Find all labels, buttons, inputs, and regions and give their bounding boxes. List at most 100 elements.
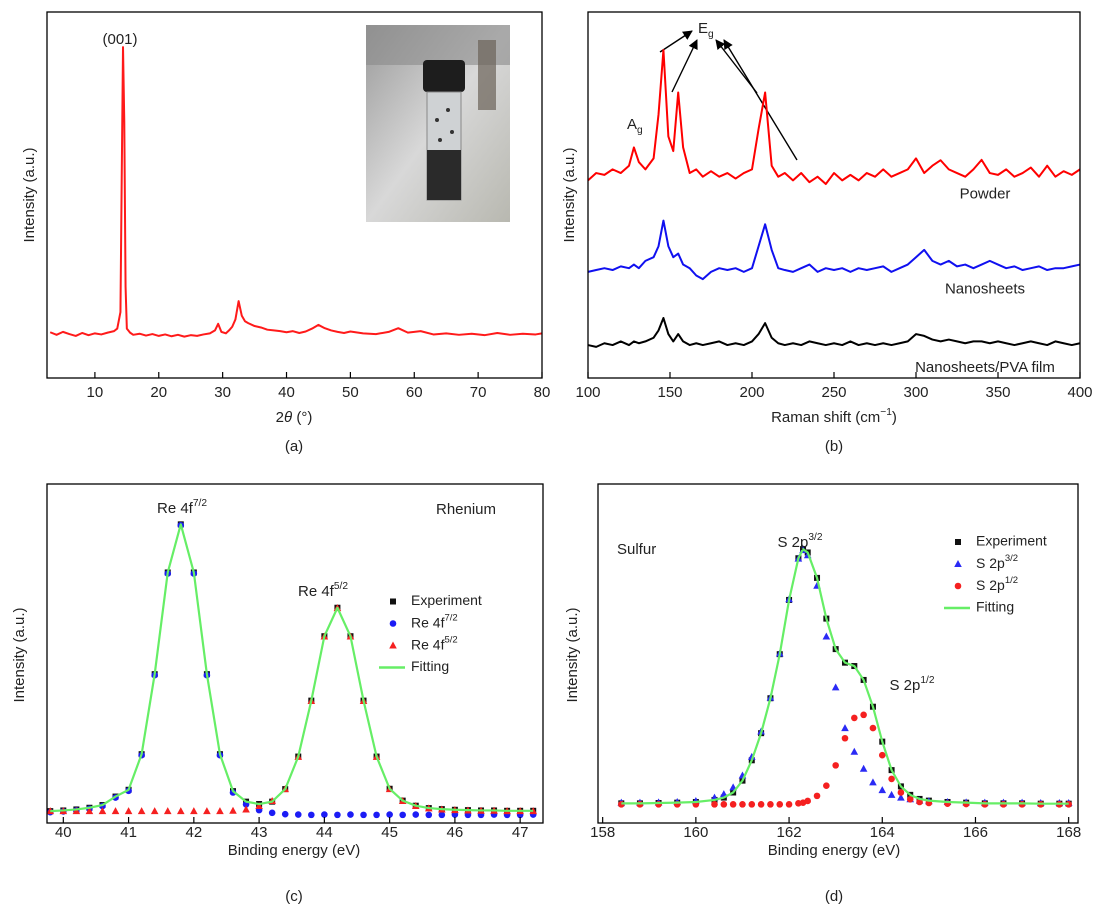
x-tick-label: 30 bbox=[214, 384, 231, 401]
marker-triangle bbox=[841, 724, 849, 732]
marker-circle bbox=[294, 811, 302, 818]
marker-circle bbox=[878, 751, 886, 759]
marker-triangle bbox=[111, 807, 120, 815]
marker-circle bbox=[767, 801, 774, 808]
marker-circle bbox=[729, 801, 737, 808]
marker-triangle bbox=[203, 807, 211, 815]
x-tick-label: 42 bbox=[185, 824, 202, 841]
marker-triangle bbox=[242, 805, 250, 813]
marker-triangle bbox=[887, 790, 896, 798]
annotation: S 2p1/2 bbox=[889, 675, 934, 694]
legend-label: S 2p3/2 bbox=[976, 553, 1018, 571]
series-line bbox=[587, 49, 1081, 186]
marker-circle bbox=[851, 714, 858, 722]
marker-circle bbox=[373, 811, 380, 819]
marker-circle bbox=[334, 811, 341, 819]
marker-circle bbox=[860, 711, 867, 719]
x-tick-label: 160 bbox=[683, 824, 708, 841]
y-axis-label: Intensity (a.u.) bbox=[11, 607, 28, 702]
text-part: Re 4f bbox=[157, 500, 194, 517]
marker-triangle bbox=[389, 641, 397, 649]
supscript: 5/2 bbox=[444, 635, 457, 646]
marker-circle bbox=[906, 795, 914, 803]
marker-circle bbox=[360, 811, 367, 819]
supscript: 3/2 bbox=[1005, 553, 1018, 564]
marker-square bbox=[955, 539, 961, 545]
marker-circle bbox=[720, 801, 728, 808]
marker-circle bbox=[347, 811, 354, 818]
annotation: Re 4f7/2 bbox=[157, 498, 207, 517]
x-tick-label: 40 bbox=[55, 824, 72, 841]
text-part: ) bbox=[892, 409, 897, 426]
annotation: Eg bbox=[698, 20, 714, 40]
marker-triangle bbox=[869, 778, 877, 786]
marker-circle bbox=[386, 811, 393, 818]
x-tick-label: 100 bbox=[575, 384, 600, 401]
x-axis-label: 2θ (°) bbox=[276, 409, 313, 426]
marker-triangle bbox=[150, 807, 159, 815]
marker-circle bbox=[832, 762, 839, 769]
series-label: Nanosheets/PVA film bbox=[915, 359, 1055, 376]
series-line bbox=[621, 547, 1069, 805]
supscript: 3/2 bbox=[808, 532, 822, 543]
legend-label: Fitting bbox=[976, 599, 1014, 615]
marker-triangle bbox=[216, 807, 224, 815]
x-axis-label: Binding energy (eV) bbox=[768, 842, 901, 859]
x-tick-label: 150 bbox=[657, 384, 682, 401]
marker-triangle bbox=[831, 683, 840, 691]
x-tick-label: 40 bbox=[278, 384, 295, 401]
marker-triangle bbox=[255, 802, 263, 810]
x-tick-label: 250 bbox=[821, 384, 846, 401]
panel-caption: (b) bbox=[825, 438, 843, 455]
marker-triangle bbox=[137, 807, 146, 815]
marker-circle bbox=[888, 775, 895, 783]
marker-triangle bbox=[897, 793, 905, 801]
marker-triangle bbox=[229, 806, 237, 814]
legend-label: Experiment bbox=[411, 592, 482, 608]
annotation: (001) bbox=[102, 31, 137, 48]
x-tick-label: 43 bbox=[251, 824, 268, 841]
marker-triangle bbox=[176, 807, 185, 815]
marker-circle bbox=[268, 809, 276, 817]
marker-circle bbox=[869, 724, 877, 732]
marker-circle bbox=[399, 811, 406, 819]
annotation: Sulfur bbox=[617, 541, 656, 558]
plot-frame bbox=[46, 11, 543, 379]
x-axis-label: Raman shift (cm−1) bbox=[771, 407, 897, 426]
x-tick-label: 41 bbox=[120, 824, 137, 841]
marker-circle bbox=[281, 810, 289, 818]
annotation: S 2p3/2 bbox=[777, 532, 822, 551]
y-axis-label: Intensity (a.u.) bbox=[561, 147, 578, 242]
marker-circle bbox=[739, 801, 746, 808]
arrows bbox=[659, 30, 798, 161]
marker-circle bbox=[776, 801, 784, 808]
series-label: Nanosheets bbox=[945, 281, 1025, 298]
supscript: 7/2 bbox=[193, 498, 207, 509]
annotation: Ag bbox=[627, 116, 643, 136]
marker-triangle bbox=[822, 632, 831, 640]
text-part: E bbox=[698, 20, 708, 37]
legend-label: S 2p1/2 bbox=[976, 575, 1018, 593]
x-tick-label: 158 bbox=[590, 824, 615, 841]
marker-circle bbox=[897, 789, 905, 796]
marker-square bbox=[390, 598, 396, 605]
marker-circle bbox=[308, 811, 315, 819]
supscript: −1 bbox=[880, 407, 892, 418]
x-tick-label: 162 bbox=[777, 824, 802, 841]
supscript: 1/2 bbox=[920, 675, 934, 686]
supscript: 1/2 bbox=[1005, 575, 1018, 586]
marker-circle bbox=[321, 811, 328, 818]
marker-triangle bbox=[72, 807, 81, 815]
x-tick-label: 168 bbox=[1056, 824, 1081, 841]
marker-circle bbox=[785, 801, 793, 808]
series-line bbox=[587, 316, 1081, 348]
x-tick-label: 20 bbox=[150, 384, 167, 401]
text-part: S 2p bbox=[777, 534, 808, 551]
annotation: Rhenium bbox=[436, 501, 496, 518]
legend-label: Re 4f7/2 bbox=[411, 613, 458, 631]
text-part: A bbox=[627, 116, 637, 133]
plot-frame bbox=[597, 483, 1079, 824]
plot-frame bbox=[46, 483, 544, 824]
